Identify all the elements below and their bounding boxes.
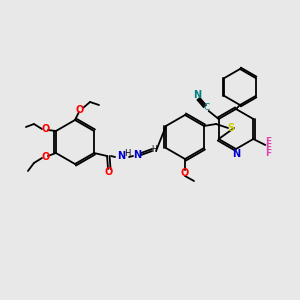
Text: N: N	[232, 149, 240, 159]
Text: N: N	[133, 150, 141, 160]
Text: O: O	[105, 167, 113, 177]
Text: O: O	[42, 152, 50, 162]
Text: H: H	[151, 146, 157, 154]
Text: H: H	[124, 149, 130, 158]
Text: O: O	[42, 124, 50, 134]
Text: F: F	[265, 142, 272, 152]
Text: F: F	[265, 148, 272, 158]
Text: N: N	[194, 90, 202, 100]
Text: N: N	[117, 151, 125, 161]
Text: C: C	[204, 103, 210, 112]
Text: O: O	[76, 105, 84, 115]
Text: S: S	[227, 123, 235, 133]
Text: O: O	[181, 168, 189, 178]
Text: F: F	[265, 136, 272, 146]
